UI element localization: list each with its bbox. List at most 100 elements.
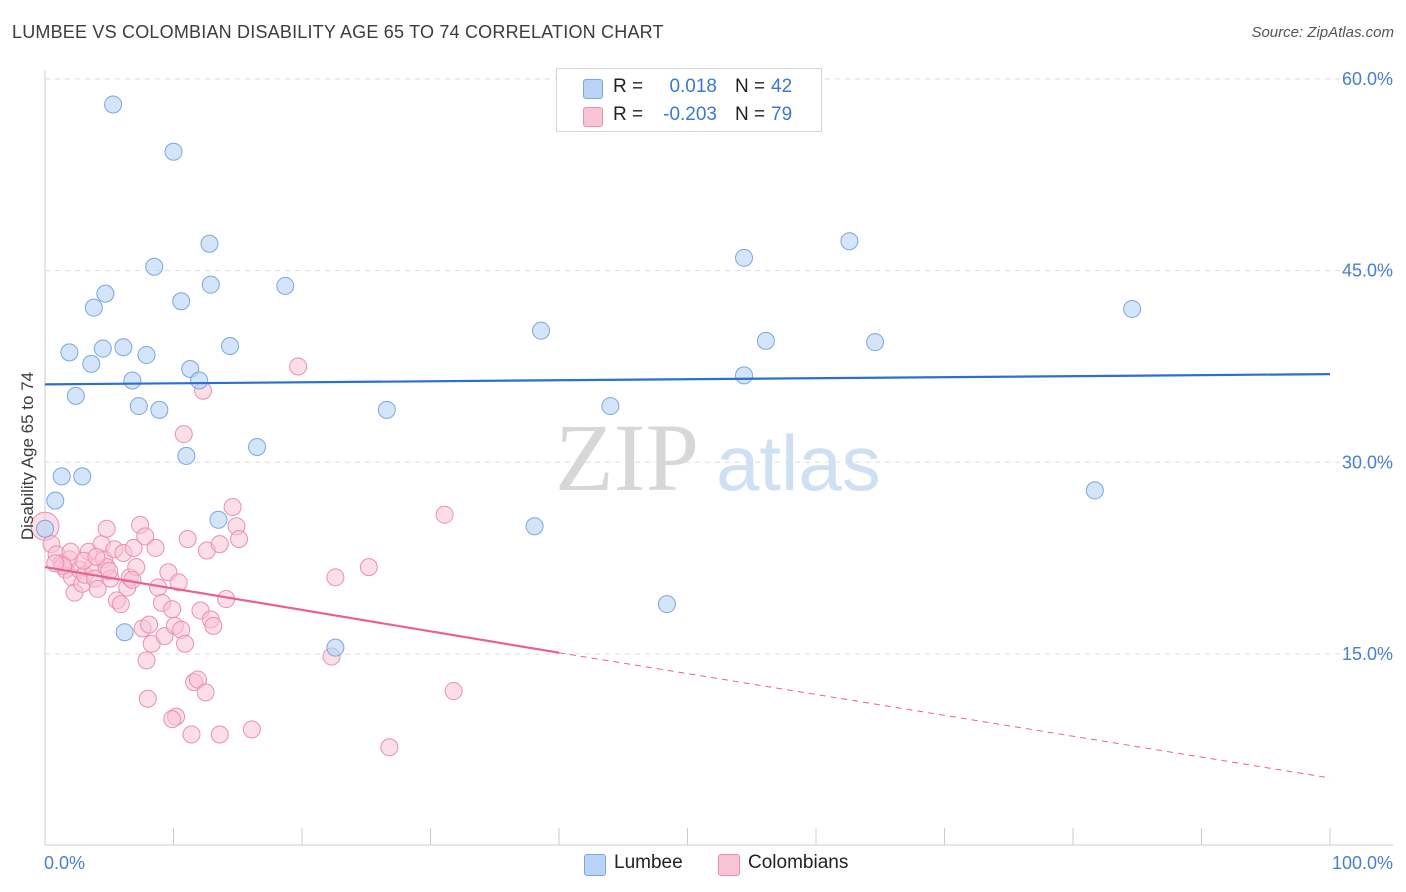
lumbee-point bbox=[52, 467, 71, 486]
r-label: R = bbox=[613, 104, 644, 125]
colombian-point bbox=[137, 651, 156, 670]
colombian-point bbox=[61, 542, 80, 561]
lumbee-point bbox=[756, 331, 775, 350]
axes bbox=[44, 70, 1393, 846]
watermark-zip: ZIP bbox=[555, 404, 699, 511]
colombian-point bbox=[230, 529, 249, 548]
series-legend: Lumbee Colombians bbox=[0, 852, 1406, 878]
colombian-point bbox=[242, 720, 261, 739]
y-tick-label: 30.0% bbox=[1342, 452, 1393, 472]
lumbee-point bbox=[601, 397, 620, 416]
colombian-point bbox=[100, 561, 119, 580]
lumbee-point bbox=[115, 623, 134, 642]
lumbee-point bbox=[164, 142, 183, 161]
lumbee-point bbox=[172, 292, 191, 311]
lumbee-point bbox=[137, 345, 156, 364]
colombian-point bbox=[97, 519, 116, 538]
lumbee-point bbox=[735, 366, 754, 385]
x-tick-label: 100.0% bbox=[1332, 853, 1393, 873]
colombian-point bbox=[111, 595, 130, 614]
lumbee-point bbox=[93, 339, 112, 358]
colombian-point bbox=[210, 535, 229, 554]
colombian-point bbox=[178, 529, 197, 548]
y-tick-label: 15.0% bbox=[1342, 644, 1393, 664]
watermark-atlas: atlas bbox=[716, 419, 881, 507]
colombians-legend-label: Colombians bbox=[748, 852, 849, 873]
lumbee-point bbox=[525, 517, 544, 536]
colombian-point bbox=[163, 710, 182, 729]
lumbee-point bbox=[1085, 481, 1104, 500]
colombian-point bbox=[210, 725, 229, 744]
n-value: 79 bbox=[771, 104, 793, 125]
lumbee-point bbox=[145, 257, 164, 276]
colombian-trend-line bbox=[44, 566, 560, 654]
gridlines bbox=[45, 78, 1393, 655]
y-axis-label: Disability Age 65 to 74 bbox=[18, 372, 37, 540]
tick-labels: 15.0% 30.0% 45.0% 60.0% 0.0% 100.0% bbox=[44, 69, 1393, 873]
lumbee-swatch bbox=[583, 79, 603, 99]
colombian-point bbox=[136, 527, 155, 546]
lumbee-point bbox=[104, 95, 123, 114]
colombian-point bbox=[176, 634, 195, 653]
lumbee-point bbox=[377, 400, 396, 419]
lumbee-point bbox=[248, 437, 267, 456]
lumbee-point bbox=[123, 371, 142, 390]
colombian-point bbox=[359, 558, 378, 577]
lumbee-point bbox=[84, 298, 103, 317]
lumbee-point bbox=[1123, 299, 1142, 318]
lumbee-point bbox=[200, 234, 219, 253]
colombian-point bbox=[204, 616, 223, 635]
colombian-point bbox=[146, 538, 165, 557]
lumbee-point bbox=[96, 284, 115, 303]
colombian-point bbox=[169, 573, 188, 592]
lumbee-point bbox=[532, 321, 551, 340]
y-tick-label: 45.0% bbox=[1342, 261, 1393, 281]
legend-row-colombians: R = -0.203 N = 79 bbox=[557, 101, 821, 129]
colombian-point bbox=[174, 425, 193, 444]
lumbee-point bbox=[190, 371, 209, 390]
r-value: 0.018 bbox=[669, 76, 717, 97]
lumbee-point bbox=[735, 248, 754, 267]
lumbee-trend-line bbox=[44, 373, 1331, 386]
legend-row-lumbee: R = 0.018 N = 42 bbox=[557, 73, 821, 101]
n-label: N = bbox=[735, 104, 766, 125]
lumbee-point bbox=[657, 595, 676, 614]
colombian-point bbox=[380, 738, 399, 757]
y-tick-label: 60.0% bbox=[1342, 69, 1393, 89]
colombian-point bbox=[196, 683, 215, 702]
lumbee-point bbox=[209, 510, 228, 529]
lumbee-point bbox=[201, 275, 220, 294]
colombians-swatch bbox=[583, 107, 603, 127]
colombian-point bbox=[124, 538, 143, 557]
colombian-point bbox=[140, 615, 159, 634]
colombian-point bbox=[223, 498, 242, 517]
colombian-point bbox=[435, 505, 454, 524]
colombian-point bbox=[326, 568, 345, 587]
lumbee-point bbox=[177, 446, 196, 465]
lumbee-point bbox=[840, 232, 859, 251]
colombians-legend-swatch bbox=[718, 854, 740, 876]
colombian-point bbox=[138, 689, 157, 708]
lumbee-point bbox=[129, 397, 148, 416]
lumbee-point bbox=[326, 638, 345, 657]
data-points bbox=[30, 95, 1142, 757]
colombian-point bbox=[88, 579, 107, 598]
colombian-point bbox=[87, 547, 106, 566]
chart-title: LUMBEE VS COLOMBIAN DISABILITY AGE 65 TO… bbox=[12, 22, 664, 42]
lumbee-point bbox=[82, 354, 101, 373]
lumbee-legend-swatch bbox=[584, 854, 606, 876]
r-label: R = bbox=[613, 76, 644, 97]
colombian-point bbox=[182, 725, 201, 744]
lumbee-point bbox=[114, 338, 133, 357]
n-label: N = bbox=[735, 76, 766, 97]
colombian-point bbox=[444, 682, 463, 701]
lumbee-point bbox=[276, 276, 295, 295]
stats-legend: R = 0.018 N = 42 R = -0.203 N = 79 bbox=[556, 68, 822, 132]
lumbee-point bbox=[36, 519, 54, 538]
lumbee-point bbox=[866, 333, 885, 352]
lumbee-point bbox=[221, 337, 240, 356]
colombian-trend-extension bbox=[558, 652, 1331, 779]
colombian-point bbox=[163, 600, 182, 619]
lumbee-point bbox=[60, 343, 79, 362]
